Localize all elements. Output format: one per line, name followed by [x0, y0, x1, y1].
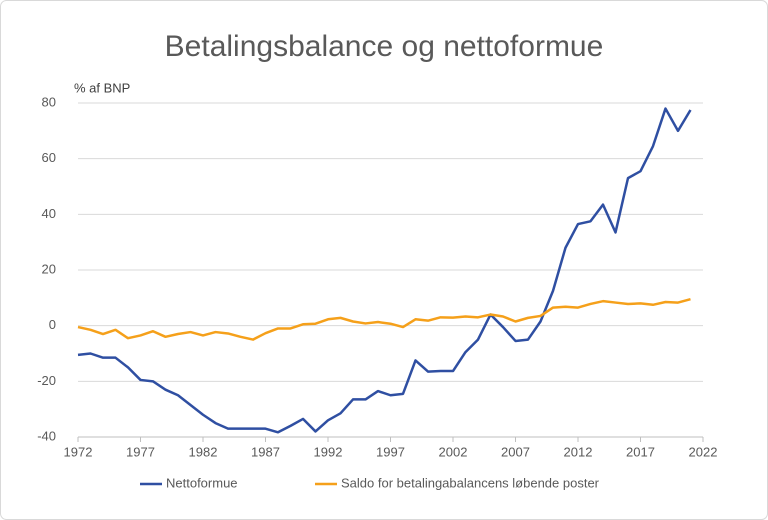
x-tick-label: 1982 [189, 444, 218, 459]
chart-title: Betalingsbalance og nettoformue [165, 30, 604, 63]
x-tick-label: 2007 [501, 444, 530, 459]
x-tick-label: 1997 [376, 444, 405, 459]
x-tick-label: 2012 [564, 444, 593, 459]
y-tick-label: 80 [42, 94, 56, 109]
series-line [77, 107, 692, 434]
y-tick-label: -20 [37, 373, 56, 388]
legend-label: Saldo for betalingabalancens løbende pos… [341, 475, 600, 490]
x-tick-label: 2002 [439, 444, 468, 459]
x-tick-label: 2017 [626, 444, 655, 459]
x-tick-label: 1987 [251, 444, 280, 459]
y-tick-label: 0 [49, 317, 56, 332]
y-axis-label: % af BNP [74, 80, 130, 95]
x-tick-label: 2022 [689, 444, 718, 459]
y-tick-label: 60 [42, 150, 56, 165]
x-tick-label: 1972 [64, 444, 93, 459]
y-tick-label: 20 [42, 261, 56, 276]
series-line [77, 298, 691, 341]
x-tick-label: 1992 [314, 444, 343, 459]
x-tick-label: 1977 [126, 444, 155, 459]
y-tick-label: 40 [42, 206, 56, 221]
legend-label: Nettoformue [166, 475, 238, 490]
y-tick-label: -40 [37, 428, 56, 443]
